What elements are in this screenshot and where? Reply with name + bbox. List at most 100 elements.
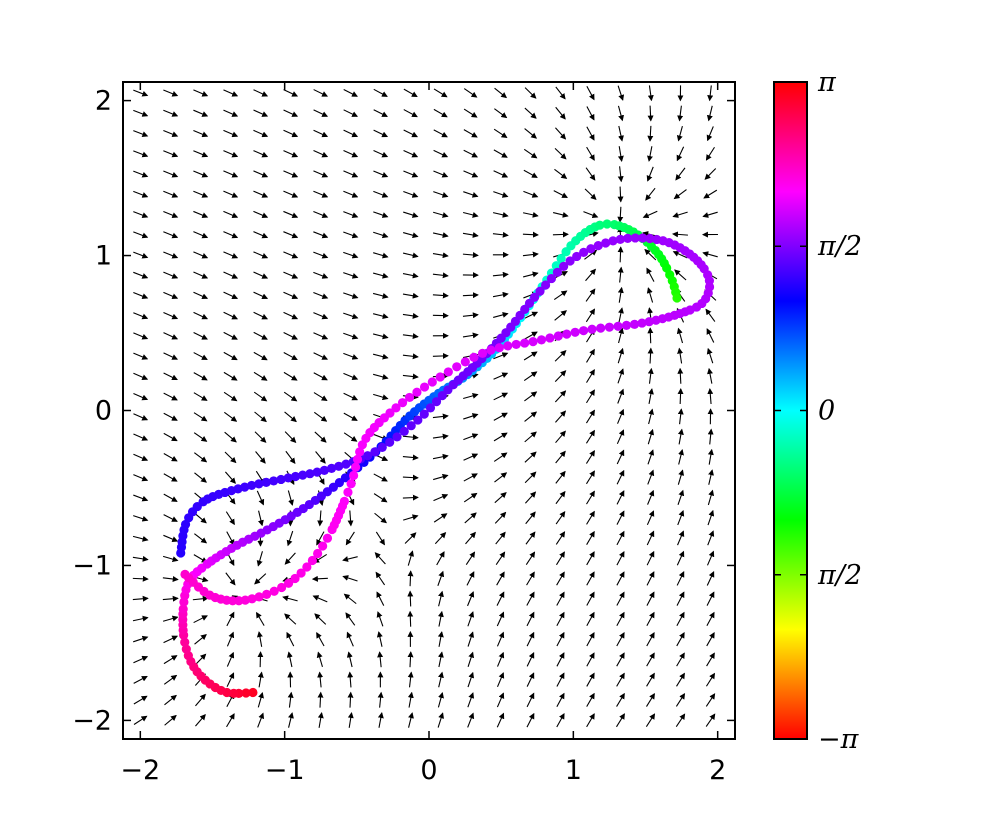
quiver-arrow [646,672,655,687]
trajectory-point [520,338,530,348]
quiver-arrow [463,129,478,138]
quiver-arrow [437,570,445,586]
quiver-arrow [343,129,359,138]
quiver-arrow [283,190,299,198]
quiver-arrow [584,249,598,260]
quiver-arrow [523,148,538,159]
quiver-arrow [552,211,569,218]
quiver-arrow [556,591,565,606]
quiver-arrow [163,89,179,97]
trajectory-point [276,474,286,485]
quiver-arrow [433,88,448,98]
y-tick-label: −2 [72,705,112,736]
trajectory-point [645,233,655,244]
trajectory-point [545,333,555,343]
quiver-arrow [492,231,509,238]
quiver-arrow [677,388,684,405]
quiver-arrow [254,431,267,443]
quiver-arrow [402,454,419,461]
quiver-arrow [283,331,298,340]
quiver-arrow [438,671,444,688]
quiver-arrow [163,655,178,665]
quiver-arrow [617,246,624,263]
x-tick-label: −2 [120,755,160,786]
quiver-arrow [226,631,235,647]
quiver-arrow [283,150,299,158]
quiver-arrow [346,651,353,668]
quiver-arrow [163,130,179,138]
trajectory-point [540,280,551,290]
quiver-arrow [376,631,383,647]
quiver-arrow [493,352,509,360]
quiver-arrow [526,712,535,728]
quiver-arrow [163,211,179,219]
trajectory-point [460,357,470,367]
quiver-arrow [552,231,569,238]
quiver-arrow [162,555,179,563]
quiver-arrow [313,251,329,259]
quiver-arrow [586,490,595,505]
quiver-arrow [702,251,718,258]
trajectory-point [437,391,447,401]
trajectory-point [621,320,632,330]
quiver-arrow [313,89,329,97]
x-tick-label: −1 [265,755,305,786]
quiver-arrow [671,231,688,238]
quiver-arrow [133,675,148,684]
quiver-arrow [555,86,566,100]
quiver-arrow [616,429,625,445]
quiver-arrow [437,712,445,728]
quiver-arrow [133,352,149,360]
quiver-arrow [462,232,479,238]
quiver-arrow [467,631,475,647]
quiver-arrow [223,150,239,158]
quiver-arrow [374,512,387,524]
quiver-arrow [253,109,269,117]
quiver-arrow [494,472,508,483]
quiver-arrow [372,373,389,380]
quiver-arrow [586,348,595,363]
quiver-arrow [646,287,654,303]
quiver-arrow [462,211,479,218]
quiver-arrow [285,450,296,465]
quiver-arrow [313,332,329,340]
quiver-arrow [467,611,475,627]
quiver-arrow [432,352,449,359]
trajectory-point [630,233,640,243]
quiver-arrow [253,311,269,320]
quiver-arrow [432,433,449,440]
quiver-arrow [496,611,505,627]
trajectory-point [307,555,317,566]
quiver-arrow [402,292,419,299]
quiver-arrow [283,231,299,239]
quiver-arrow [133,89,149,97]
quiver-arrow [646,611,655,627]
quiver-arrow [255,451,266,464]
trajectory-point [276,582,287,593]
quiver-arrow [554,310,567,321]
quiver-arrow [556,631,565,647]
quiver-arrow [434,531,447,545]
quiver-arrow [313,211,329,219]
quiver-arrow [646,530,655,546]
quiver-arrow [494,108,508,119]
quiver-arrow [163,231,179,239]
quiver-arrow [283,170,299,178]
quiver-arrow [436,551,445,566]
trajectory-point [494,343,504,353]
trajectory-point [229,688,239,698]
trajectory-point [290,471,301,482]
quiver-arrow [163,291,179,300]
trajectory-point [593,241,603,251]
trajectory-point [261,477,271,487]
quiver-arrow [707,428,714,445]
quiver-arrow [676,327,684,344]
quiver-arrow [163,109,179,117]
quiver-arrow [585,450,595,464]
quiver-arrow [466,571,475,586]
quiver-arrow [616,672,625,687]
trajectory-layer [176,219,715,698]
colorbar-tick-label: π/2 [817,231,862,262]
quiver-arrow [224,451,237,464]
quiver-arrow [343,150,359,158]
